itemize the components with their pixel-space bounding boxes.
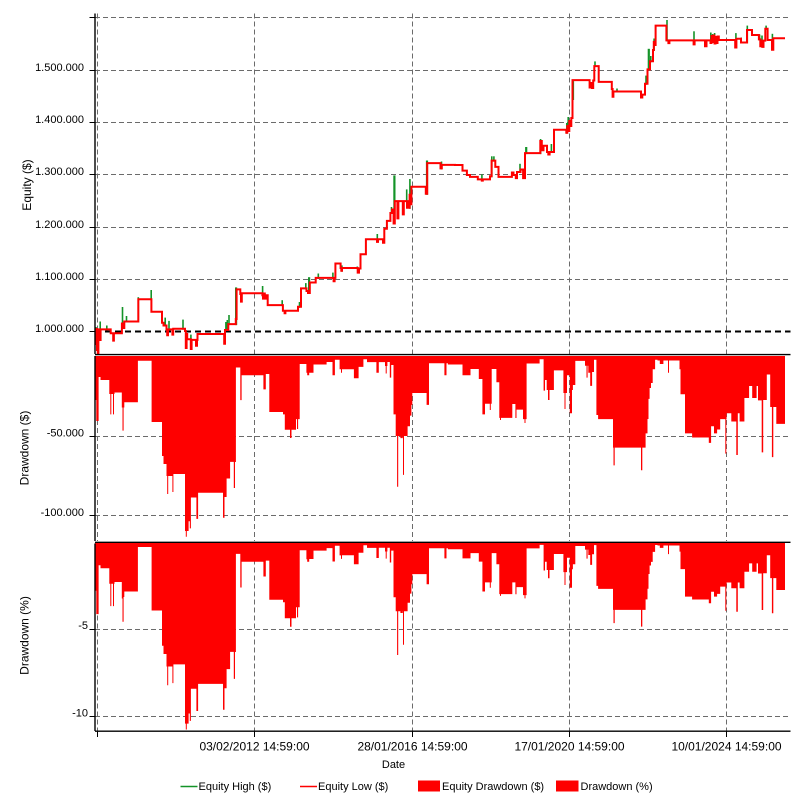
svg-text:Equity Low ($): Equity Low ($) [318, 781, 388, 793]
svg-text:28/01/2016 14:59:00: 28/01/2016 14:59:00 [357, 740, 467, 754]
svg-text:17/01/2020 14:59:00: 17/01/2020 14:59:00 [514, 740, 624, 754]
svg-text:1.300.000: 1.300.000 [35, 166, 84, 178]
svg-text:Drawdown ($): Drawdown ($) [18, 411, 32, 486]
svg-text:1.100.000: 1.100.000 [35, 271, 84, 283]
svg-text:-10: -10 [72, 708, 88, 720]
svg-text:Equity High ($): Equity High ($) [199, 781, 272, 793]
svg-text:1.500.000: 1.500.000 [35, 62, 84, 74]
svg-text:1.200.000: 1.200.000 [35, 219, 84, 231]
svg-text:Drawdown (%): Drawdown (%) [18, 596, 32, 675]
svg-text:Drawdown (%): Drawdown (%) [581, 781, 653, 793]
svg-text:Date: Date [382, 759, 405, 771]
svg-text:-100.000: -100.000 [41, 507, 84, 519]
svg-text:Equity Drawdown ($): Equity Drawdown ($) [442, 781, 544, 793]
svg-text:1.400.000: 1.400.000 [35, 114, 84, 126]
svg-text:Equity ($): Equity ($) [20, 159, 34, 210]
svg-text:03/02/2012 14:59:00: 03/02/2012 14:59:00 [199, 740, 309, 754]
svg-text:-5: -5 [78, 620, 88, 632]
svg-text:-50.000: -50.000 [47, 428, 84, 440]
svg-text:10/01/2024 14:59:00: 10/01/2024 14:59:00 [671, 740, 781, 754]
svg-text:1.000.000: 1.000.000 [35, 323, 84, 335]
